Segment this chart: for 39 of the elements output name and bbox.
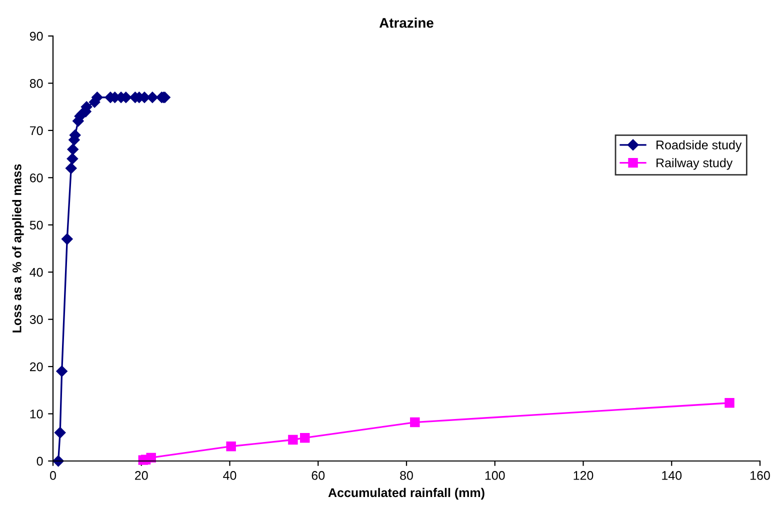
x-axis-title: Accumulated rainfall (mm) [328,488,484,500]
legend-label: Railway study [656,158,733,170]
y-tick-label: 50 [30,220,43,230]
point [67,144,78,155]
point [66,162,77,174]
x-tick-label: 60 [312,471,325,480]
x-tick-label: 20 [135,471,148,480]
y-tick-label: 40 [30,268,43,277]
x-tick-label: 40 [223,471,236,480]
x-tick-label: 140 [662,471,682,480]
y-tick-label: 90 [30,32,43,41]
y-tick-label: 70 [30,126,43,136]
legend-label: Roadside study [656,140,742,152]
point [724,398,734,408]
x-tick-label: 80 [400,471,413,480]
y-axis-title: Loss as a % of applied mass [12,164,24,332]
point [52,455,64,467]
chart-title: Atrazine [379,18,434,28]
y-tick-label: 20 [30,362,43,372]
point [54,427,66,438]
point [62,233,73,245]
y-tick-label: 10 [30,410,43,418]
point [300,433,310,443]
x-tick-label: 120 [574,471,594,480]
point [56,366,68,377]
x-tick-label: 100 [485,471,505,480]
y-tick-label: 80 [30,79,43,88]
x-tick-label: 160 [750,471,770,480]
point [146,452,156,463]
y-tick-label: 30 [30,315,43,324]
x-tick-label: 0 [50,471,56,480]
point [288,434,298,445]
y-tick-label: 60 [30,173,43,182]
y-tick-label: 0 [36,456,43,466]
point [66,153,78,164]
point [226,442,236,452]
point [410,417,420,428]
point [146,92,158,103]
point [92,92,103,103]
